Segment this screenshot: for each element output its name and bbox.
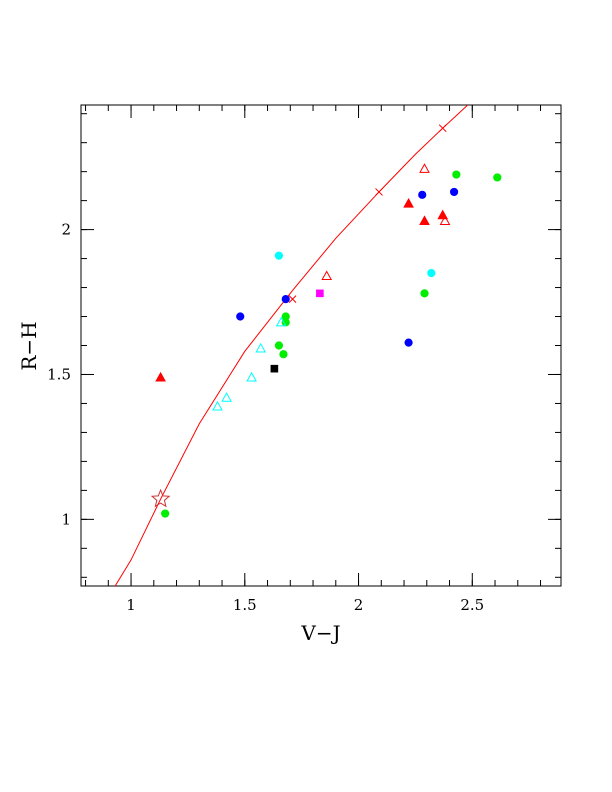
data-point-triangle (255, 342, 267, 353)
data-point-triangle (321, 270, 333, 281)
data-point-triangle (246, 371, 257, 382)
data-point-triangle (419, 215, 430, 226)
data-point-circle (418, 190, 427, 199)
data-point-circle (274, 341, 284, 350)
model-curve (114, 105, 469, 586)
curve-cross-marker (438, 124, 447, 133)
data-point-circle (279, 350, 288, 359)
data-point-triangle (403, 197, 414, 208)
data-point-circle (281, 312, 290, 321)
data-point-circle (404, 338, 413, 347)
plot-area: 1 1.5 2 2.5 1 1.5 2 (47, 104, 562, 614)
data-point-square (270, 364, 279, 373)
data-point-circle (236, 312, 245, 321)
x-tick-label: 2.5 (460, 596, 484, 614)
y-axis-title: R−H (17, 321, 41, 370)
data-point-circle (449, 187, 459, 197)
x-axis-title: V−J (300, 621, 340, 645)
data-point-square (316, 289, 324, 298)
y-tick-label: 1 (61, 510, 71, 528)
x-tick-label: 1 (126, 596, 136, 614)
data-point-triangle (275, 316, 287, 327)
data-point-triangle (155, 371, 166, 382)
data-point-circle (420, 289, 429, 298)
x-tick-label: 1.5 (233, 596, 257, 614)
data-point-triangle (221, 392, 232, 402)
curve-cross-marker (375, 188, 383, 196)
data-point-circle (427, 268, 436, 278)
data-point-circle (493, 173, 502, 182)
y-tick-label: 2 (61, 221, 71, 239)
curve-cross-marker (288, 295, 297, 303)
data-point-circle (452, 170, 461, 179)
data-point-triangle (439, 215, 451, 226)
data-point-circle (274, 251, 284, 260)
data-point-star (150, 488, 171, 508)
data-point-triangle (419, 163, 430, 173)
data-point-triangle (212, 400, 223, 411)
data-point-circle (161, 509, 170, 518)
data-point-circle (281, 295, 290, 304)
y-tick-label: 1.5 (47, 365, 71, 383)
x-tick-label: 2 (354, 596, 364, 614)
